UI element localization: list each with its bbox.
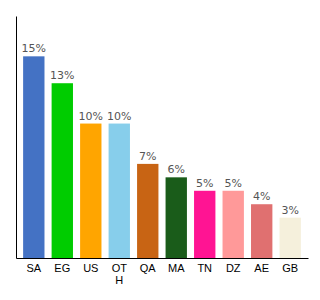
x-tick: SA [26, 258, 41, 274]
data-label: 10% [79, 110, 103, 123]
plot-area: SA EG US OTH QA MA TN DZ AE GB 15% 13% 10% 10% 7% 6% 5% 5… [17, 17, 309, 286]
data-label: 5% [196, 177, 213, 190]
x-tick-label: QA [140, 262, 157, 274]
x-tick-label: SA [26, 262, 41, 274]
x-tick-label: EG [54, 262, 70, 274]
x-tick: GB [282, 258, 298, 274]
bars [23, 56, 301, 258]
x-tick-label: DZ [226, 262, 241, 274]
x-tick-label-line: H [115, 274, 123, 286]
x-tick-label: AE [254, 262, 269, 274]
x-tick-label: MA [168, 262, 185, 274]
data-label: 7% [139, 150, 156, 163]
bar [280, 218, 301, 258]
x-tick: AE [254, 258, 269, 274]
x-tick: EG [54, 258, 70, 274]
bar [251, 204, 272, 258]
bar [109, 124, 130, 258]
x-tick: DZ [226, 258, 241, 274]
x-tick: MA [168, 258, 185, 274]
x-tick: US [83, 258, 98, 274]
bar [137, 164, 158, 258]
data-label: 5% [224, 177, 241, 190]
x-tick-label: TN [197, 262, 212, 274]
y-axis-line [16, 17, 17, 259]
data-label: 13% [50, 69, 74, 82]
data-label: 15% [22, 42, 46, 55]
y-axis [16, 17, 17, 259]
x-tick-label: US [83, 262, 98, 274]
x-tick: QA [140, 258, 157, 274]
x-tick-label: GB [282, 262, 298, 274]
data-label: 6% [168, 163, 185, 176]
bar [166, 177, 187, 258]
x-axis-line [17, 258, 309, 259]
x-axis: SA EG US OTH QA MA TN DZ AE GB [17, 258, 309, 286]
x-tick-label-line: OT [112, 262, 128, 274]
bar [52, 83, 73, 258]
x-tick: OTH [112, 258, 128, 286]
data-label: 3% [281, 204, 298, 217]
bar [23, 56, 44, 258]
data-labels: 15% 13% 10% 10% 7% 6% 5% 5% 4% 3% [22, 42, 299, 216]
data-label: 4% [253, 190, 270, 203]
x-tick: TN [197, 258, 212, 274]
bar [80, 124, 101, 258]
chart: SA EG US OTH QA MA TN DZ AE GB 15% 13% 10% 10% 7% 6% 5% 5… [0, 0, 320, 300]
bar [194, 191, 215, 258]
bar [223, 191, 244, 258]
data-label: 10% [107, 110, 131, 123]
x-tick-label: OTH [112, 262, 128, 286]
